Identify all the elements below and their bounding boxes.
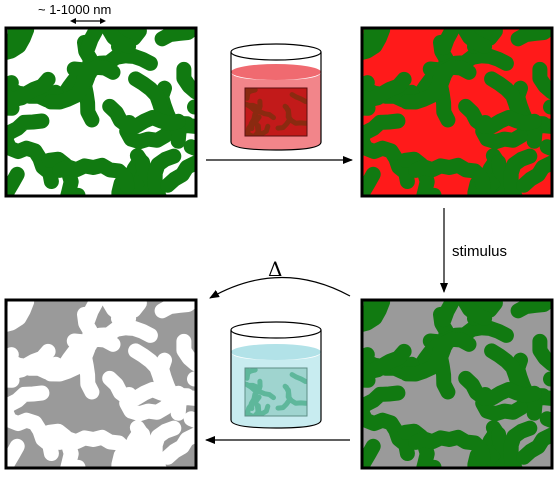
- matrix-strand: [176, 61, 196, 115]
- mini-matrix-strand: [245, 88, 258, 97]
- panel-cured: [360, 298, 554, 470]
- matrix-strand: [516, 411, 552, 465]
- panel-infiltrated: [360, 26, 554, 198]
- mini-matrix-strand: [245, 382, 276, 401]
- beaker-dissolution-liquid-surface: [231, 344, 321, 360]
- matrix-strand: [147, 148, 182, 196]
- beaker-infiltration: [230, 43, 322, 151]
- matrix-strand: [160, 411, 196, 465]
- beaker-dissolution-glass: [230, 330, 322, 429]
- mini-matrix-strand: [275, 103, 292, 131]
- matrix-strand: [408, 429, 491, 466]
- panel-inverse-replica-frame: [4, 298, 198, 470]
- scale-bar-right-arrowhead: [100, 18, 106, 24]
- matrix-strand: [362, 28, 391, 61]
- mini-matrix-strand: [245, 381, 258, 393]
- beaker-dissolution: [230, 321, 322, 429]
- panel-inverse-replica: [4, 298, 198, 470]
- heat-label: Δ: [268, 257, 282, 281]
- mini-matrix-strand: [245, 394, 262, 416]
- matrix-strand: [436, 28, 493, 56]
- matrix-strand: [436, 300, 493, 328]
- matrix-strand: [6, 71, 56, 111]
- matrix-strand: [43, 331, 121, 382]
- panel-template: [4, 26, 198, 198]
- matrix-strand: [176, 333, 196, 387]
- beaker-infiltration-sample: [244, 87, 308, 137]
- matrix-strand: [111, 153, 147, 196]
- matrix-strand: [6, 166, 25, 196]
- panel-infiltrated-matrix: [362, 28, 552, 196]
- panel-infiltrated-frame: [360, 26, 554, 198]
- stimulus-label: stimulus: [452, 243, 507, 260]
- mini-matrix-strand: [245, 102, 276, 121]
- matrix-strand: [408, 157, 491, 194]
- matrix-strand: [516, 139, 552, 193]
- panel-cured-matrix: [362, 300, 552, 468]
- beaker-dissolution-sample: [244, 367, 308, 417]
- matrix-strand: [503, 148, 538, 196]
- matrix-strand: [510, 300, 552, 319]
- matrix-strand: [6, 28, 35, 61]
- beaker-infiltration-glass: [230, 52, 322, 151]
- beaker-infiltration-liquid-surface: [231, 64, 321, 80]
- beaker-dissolution-rim: [230, 321, 322, 339]
- matrix-strand: [52, 429, 135, 466]
- matrix-strand: [52, 157, 135, 194]
- mini-matrix-strand: [245, 101, 258, 113]
- matrix-strand: [467, 425, 503, 468]
- matrix-strand: [491, 154, 519, 196]
- mini-matrix-strand: [275, 383, 292, 411]
- panel-inverse-replica-matrix: [6, 300, 196, 468]
- panel-template-frame: [4, 26, 198, 198]
- matrix-strand: [491, 426, 519, 468]
- matrix-strand: [399, 59, 477, 110]
- matrix-strand: [362, 71, 412, 111]
- matrix-strand: [399, 331, 477, 382]
- arrow-heat: [209, 276, 351, 299]
- matrix-strand: [362, 300, 391, 333]
- scale-label: ~ 1-1000 nm: [38, 2, 111, 17]
- matrix-strand: [362, 166, 381, 196]
- scale-bar-left-arrowhead: [70, 18, 76, 24]
- panel-cured-frame: [360, 298, 554, 470]
- beaker-infiltration-rim: [230, 43, 322, 61]
- matrix-strand: [80, 28, 137, 56]
- matrix-strand: [6, 343, 56, 383]
- mini-matrix-strand: [245, 368, 258, 377]
- matrix-strand: [154, 28, 196, 47]
- matrix-strand: [135, 426, 163, 468]
- matrix-strand: [160, 139, 196, 193]
- matrix-strand: [43, 59, 121, 110]
- matrix-strand: [510, 28, 552, 47]
- scale-bar: ~ 1-1000 nm: [38, 2, 111, 24]
- matrix-strand: [532, 333, 552, 387]
- matrix-strand: [532, 61, 552, 115]
- matrix-strand: [154, 300, 196, 319]
- mini-matrix-strand: [245, 114, 262, 136]
- matrix-strand: [503, 420, 538, 468]
- matrix-strand: [147, 420, 182, 468]
- matrix-strand: [102, 98, 186, 134]
- matrix-strand: [362, 343, 412, 383]
- mini-matrix-strand: [289, 372, 307, 385]
- matrix-strand: [111, 425, 147, 468]
- matrix-strand: [362, 438, 381, 468]
- matrix-strand: [6, 300, 35, 333]
- matrix-strand: [135, 154, 163, 196]
- matrix-strand: [6, 438, 25, 468]
- matrix-strand: [467, 153, 503, 196]
- mini-matrix-strand: [289, 92, 307, 105]
- matrix-strand: [458, 98, 542, 134]
- matrix-strand: [458, 370, 542, 406]
- matrix-strand: [102, 370, 186, 406]
- matrix-strand: [80, 300, 137, 328]
